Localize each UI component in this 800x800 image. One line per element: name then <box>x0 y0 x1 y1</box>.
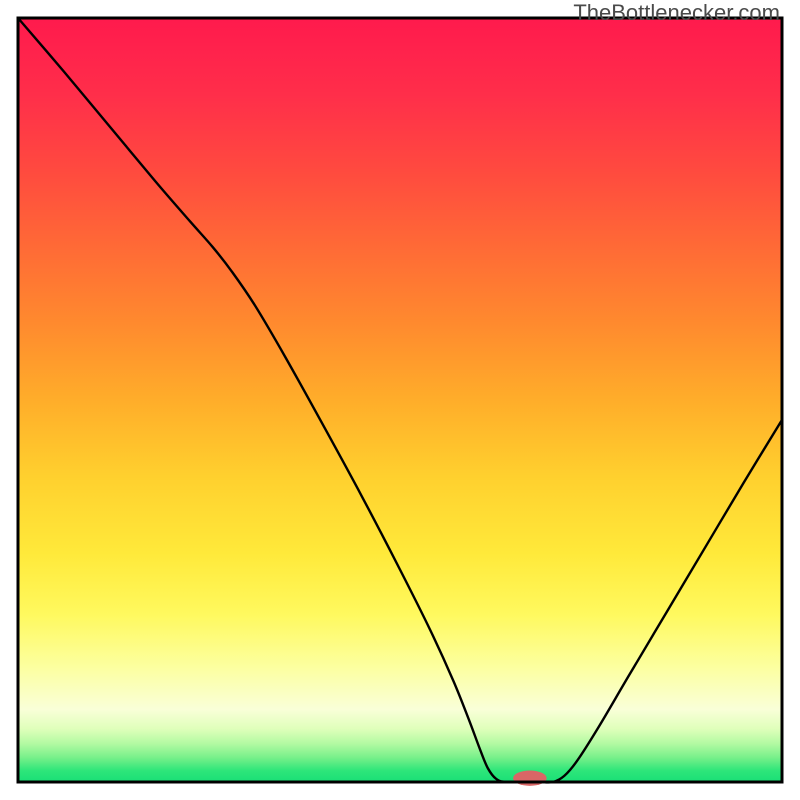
plot-background-gradient <box>18 18 782 782</box>
optimal-point-marker <box>513 771 547 786</box>
chart-container: TheBottlenecker.com <box>0 0 800 800</box>
bottleneck-curve-chart <box>0 0 800 800</box>
